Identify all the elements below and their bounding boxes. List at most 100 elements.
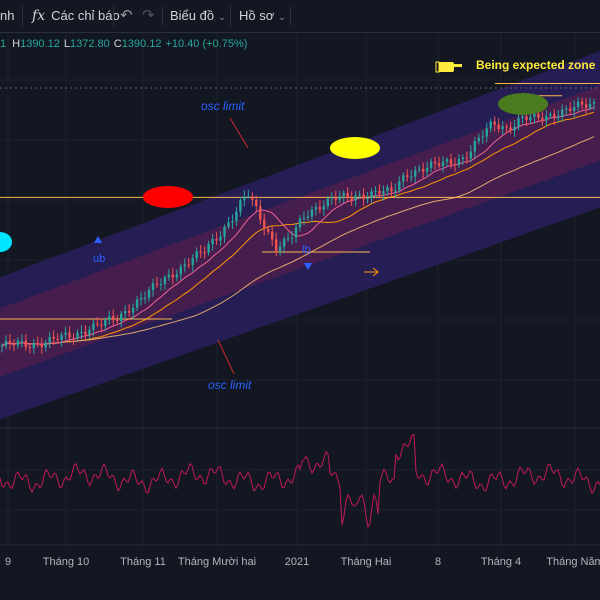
candle-body [12,343,16,346]
candle-body [537,113,540,118]
candle-body [68,332,71,338]
osc-limit-top-arrow [229,117,249,149]
candle-body [274,239,278,252]
top-toolbar: nh fx Các chỉ báo ↶ ↷ Biểu đồ ⌄ Hồ sơ ⌄ [0,0,600,33]
candle-body [306,216,310,218]
x-axis-tick-label: Tháng 11 [120,556,166,568]
toolbar-divider [22,6,23,26]
high-value: 1390.12 [20,38,60,50]
close-label: C [113,38,122,50]
candle-body [159,284,163,286]
candle-body [477,137,480,142]
profile-menu-label: Hồ sơ [239,8,275,23]
candle-body [449,159,453,165]
candle-body [437,163,441,166]
candle-body [195,251,198,259]
candle-body [529,116,532,121]
candle-body [525,116,528,121]
candle-body [346,192,349,198]
undo-icon[interactable]: ↶ [120,7,133,24]
candle-body [521,116,524,118]
candle-body [461,157,465,160]
candle-body [32,343,35,348]
candle-body [223,226,226,237]
candle-body [24,340,28,347]
indicators-button[interactable]: fx Các chỉ báo [32,0,120,32]
candle-body [445,159,449,162]
candle-body [505,126,508,128]
candle-body [549,114,552,116]
candle-body [374,190,377,192]
small-arrow-head [372,267,379,277]
candle-body [112,316,115,321]
candle-body [354,195,357,201]
chevron-down-icon: ⌄ [278,12,286,22]
candle-body [4,340,8,346]
expected-zone-label: Being expected zone [476,58,596,72]
x-axis-tick-label: Tháng Năm [546,556,600,568]
candle-body [421,168,425,172]
redo-icon[interactable]: ↷ [142,7,155,24]
oscillator-line [0,433,600,529]
candle-body [588,103,592,108]
candle-body [139,298,143,300]
candle-body [358,194,361,196]
candle-body [52,336,55,339]
candle-body [187,264,190,266]
candle-body [104,319,107,326]
candle-body [370,191,373,199]
candle-body [147,290,151,298]
candle-body [120,313,123,322]
candle-body [545,115,548,121]
red-zone-marker [143,186,193,208]
candle-body [390,187,393,192]
candle-body [334,197,337,200]
candle-body [541,117,544,121]
toolbar-partial-label[interactable]: nh [0,8,15,23]
candle-body [247,196,250,198]
x-axis-tick-label: Tháng Mười hai [178,556,256,568]
candle-body [60,334,63,341]
toolbar-divider [230,6,231,26]
candle-body [8,340,12,344]
profile-menu-button[interactable]: Hồ sơ ⌄ [239,0,286,32]
candle-body [203,252,206,254]
candle-body [513,126,516,131]
candle-body [429,161,433,168]
candle-body [457,159,461,165]
candle-body [302,217,306,219]
candle-body [294,227,298,238]
candle-body [243,196,246,201]
osc-limit-bottom-arrow [217,339,235,375]
candle-body [453,164,457,166]
x-axis-tick-label: 8 [435,556,441,568]
candlesticks [0,97,596,355]
candle-body [239,200,242,212]
high-label: H [12,38,21,50]
candle-body [322,206,326,210]
candle-body [572,107,576,112]
candle-body [497,124,500,130]
low-label: L [63,38,70,50]
candle-body [278,246,282,252]
candle-body [92,323,95,330]
candle-body [263,219,266,229]
candle-body [175,274,179,278]
osc-limit-bottom-label: osc limit [208,378,252,392]
ub-triangle [94,236,102,243]
fx-icon: fx [32,8,46,24]
candle-body [0,345,4,347]
candle-body [255,199,258,207]
chart-menu-button[interactable]: Biểu đồ ⌄ [170,0,226,32]
candle-body [394,190,397,192]
green-zone-marker [498,93,548,115]
candle-body [235,211,238,222]
candle-body [485,128,488,137]
candle-body [88,329,91,335]
candle-body [592,102,596,104]
change-value: +10.40 (+0.75%) [165,38,248,50]
x-axis-tick-label: Tháng 4 [481,556,521,568]
candle-body [135,299,139,308]
candle-body [310,209,314,217]
